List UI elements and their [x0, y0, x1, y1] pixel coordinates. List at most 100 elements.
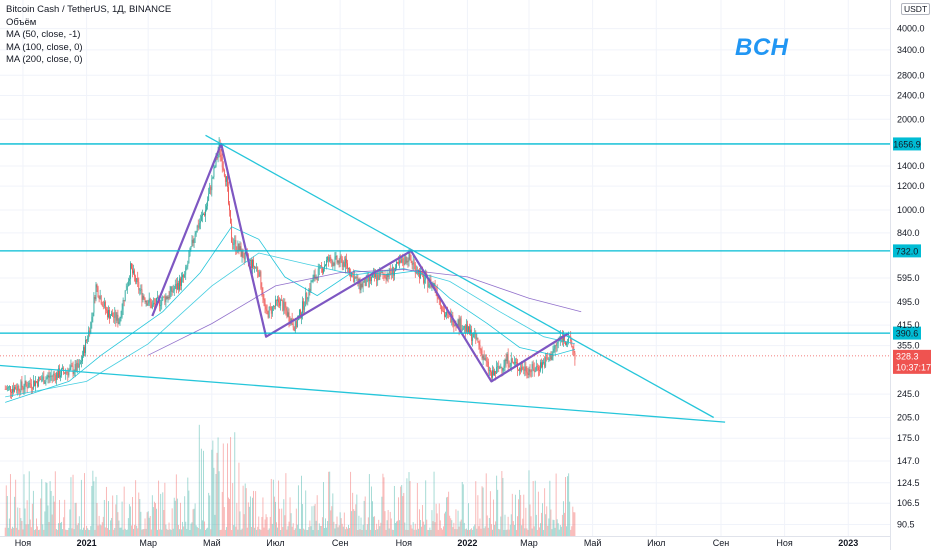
x-tick-label: Июл: [266, 538, 284, 548]
volume-bar: [411, 528, 413, 536]
currency-button[interactable]: USDT: [901, 3, 931, 15]
candle-body: [170, 286, 172, 292]
volume-bar: [150, 529, 152, 536]
volume-bar: [212, 440, 214, 536]
volume-bar: [542, 503, 544, 536]
candle-body: [335, 255, 337, 257]
candle-body: [133, 270, 134, 274]
volume-bar: [197, 527, 199, 536]
candle-body: [344, 258, 346, 267]
volume-bar: [189, 529, 191, 536]
candle-body: [509, 365, 511, 367]
moving-average-line-1: [5, 226, 576, 403]
volume-bar: [236, 502, 238, 536]
volume-bar: [569, 501, 571, 536]
volume-bar: [188, 490, 190, 536]
volume-bar: [95, 476, 97, 536]
candle-body: [186, 266, 188, 268]
volume-bar: [507, 516, 509, 536]
candle-body: [196, 225, 198, 233]
candle-body: [485, 357, 487, 362]
volume-bar: [489, 491, 491, 536]
candle-body: [384, 274, 386, 278]
candle-body: [302, 301, 303, 314]
candle-body: [182, 275, 183, 278]
volume-bar: [27, 524, 29, 536]
x-tick-label: Ноя: [15, 538, 32, 548]
candle-body: [135, 276, 137, 283]
volume-bar: [496, 475, 498, 536]
y-tick-label: 3400.0: [897, 45, 925, 55]
volume-bar: [256, 529, 258, 536]
volume-bar: [420, 520, 421, 536]
volume-bar: [545, 514, 547, 536]
legend-ma-100[interactable]: MA (100, close, 0): [6, 41, 83, 53]
candle-body: [376, 273, 378, 281]
legend-volume[interactable]: Объём: [6, 16, 37, 28]
volume-bar: [142, 529, 144, 536]
volume-bar: [244, 483, 246, 536]
pattern-line[interactable]: [151, 142, 570, 383]
volume-bar: [104, 527, 106, 536]
candle-body: [103, 302, 105, 307]
candle-body: [478, 341, 480, 345]
volume-bar: [328, 471, 330, 536]
candle-body: [99, 295, 101, 300]
candle-body: [380, 272, 382, 273]
volume-bar: [297, 485, 299, 536]
candle-body: [80, 361, 82, 363]
volume-bar: [23, 474, 25, 536]
candle-body: [199, 220, 201, 224]
volume-bar: [495, 521, 497, 536]
volume-bar: [469, 529, 470, 536]
legend-ma-200[interactable]: MA (200, close, 0): [6, 54, 83, 65]
legend-ma-50[interactable]: MA (50, close, -1): [6, 29, 81, 40]
candle-body: [203, 214, 204, 215]
candle-body: [440, 306, 442, 311]
candle-body: [379, 272, 381, 280]
volume-bar: [264, 519, 266, 536]
candle-body: [564, 335, 565, 342]
candle-body: [525, 366, 527, 373]
volume-bar: [458, 526, 460, 536]
trend-line-1[interactable]: [205, 134, 715, 419]
candle-body: [187, 263, 189, 267]
candle-body: [276, 299, 277, 301]
volume-bar: [429, 527, 431, 536]
volume-bar: [354, 510, 356, 536]
candle-body: [285, 307, 287, 311]
volume-bar: [509, 524, 511, 536]
volume-bar: [455, 509, 457, 536]
volume-bar: [405, 529, 407, 536]
trend-line-2[interactable]: [0, 364, 726, 423]
candle-body: [184, 274, 186, 278]
candle-body: [364, 278, 366, 286]
candle-body: [32, 380, 34, 389]
volume-bar: [332, 493, 334, 536]
candle-body: [316, 276, 318, 281]
volume-bar: [571, 526, 573, 536]
volume-bar: [417, 528, 419, 536]
volume-bar: [415, 529, 417, 536]
candle-body: [216, 157, 218, 159]
volume-bar: [468, 503, 469, 536]
volume-bar: [544, 488, 546, 536]
volume-bar: [94, 529, 96, 536]
candle-body: [65, 372, 67, 374]
candle-body: [207, 200, 209, 207]
candle-body: [540, 362, 541, 371]
volume-bar: [170, 529, 172, 536]
volume-bar: [367, 517, 369, 536]
volume-bar: [144, 518, 146, 536]
volume-bar: [13, 527, 15, 536]
volume-bar: [358, 515, 360, 536]
candle-body: [222, 167, 224, 171]
y-tick-label: 205.0: [897, 413, 920, 423]
candle-body: [169, 291, 171, 298]
legend-symbol[interactable]: Bitcoin Cash / TetherUS, 1Д, BINANCE: [6, 4, 172, 15]
candle-body: [146, 300, 148, 306]
candle-body: [44, 382, 46, 384]
candle-body: [350, 274, 351, 277]
